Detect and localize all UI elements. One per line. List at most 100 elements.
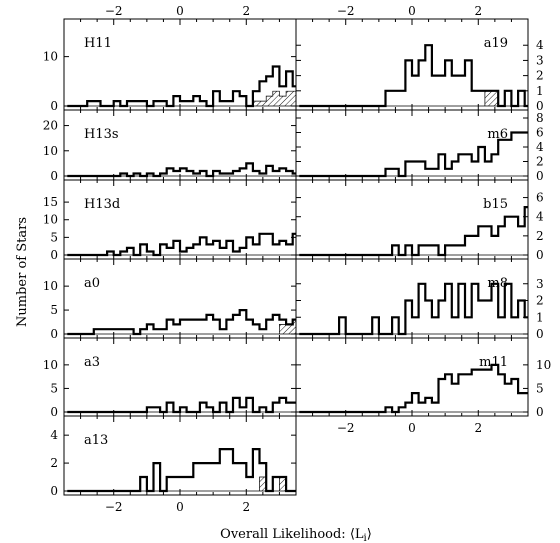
x-tick-label: 0 bbox=[408, 421, 416, 435]
y-tick-label: 0 bbox=[536, 405, 544, 419]
y-tick-label: 2 bbox=[536, 294, 544, 308]
histogram-outline bbox=[299, 206, 528, 257]
histogram-outline bbox=[299, 282, 528, 336]
y-tick-label: 5 bbox=[50, 303, 58, 317]
y-tick-label: 15 bbox=[43, 195, 58, 209]
y-tick-label: 4 bbox=[50, 428, 58, 442]
y-tick-label: 2 bbox=[536, 155, 544, 169]
panel-label: a13 bbox=[84, 433, 108, 448]
x-tick-label: 0 bbox=[176, 4, 184, 18]
y-tick-label: 0 bbox=[50, 99, 58, 113]
x-axis-label: Overall Likelihood: ⟨Li⟩ bbox=[220, 527, 372, 543]
histogram-outline bbox=[67, 232, 296, 257]
panel-label: a19 bbox=[484, 36, 508, 51]
y-tick-label: 4 bbox=[536, 210, 544, 224]
panel-h13d: 0 5 10 15 H13d bbox=[43, 179, 297, 262]
y-tick-label: 0 bbox=[50, 169, 58, 183]
y-tick-label: 0 bbox=[50, 405, 58, 419]
hatched-histogram bbox=[67, 175, 296, 177]
y-tick-label: 10 bbox=[43, 144, 58, 158]
y-tick-label: 0 bbox=[536, 248, 544, 262]
y-tick-label: 4 bbox=[536, 38, 544, 52]
hatched-histogram bbox=[67, 411, 296, 413]
y-tick-label: 4 bbox=[536, 140, 544, 154]
histogram-outline bbox=[67, 162, 296, 178]
x-tick-label: −2 bbox=[337, 4, 355, 18]
y-tick-label: 10 bbox=[43, 50, 58, 64]
y-tick-label: 6 bbox=[536, 126, 544, 140]
y-tick-label: 2 bbox=[50, 456, 58, 470]
panel-label: a3 bbox=[84, 355, 100, 370]
panel-label: H13d bbox=[84, 197, 120, 212]
hatched-histogram bbox=[67, 90, 296, 107]
x-tick-label: −2 bbox=[105, 500, 123, 514]
histogram-outline bbox=[299, 44, 528, 108]
y-axis-label: Number of Stars bbox=[15, 217, 30, 327]
y-tick-label: 10 bbox=[43, 213, 58, 227]
x-tick-label: 0 bbox=[408, 4, 416, 18]
y-tick-label: 20 bbox=[43, 119, 58, 133]
hatched-histogram bbox=[299, 90, 528, 107]
panel-label: H11 bbox=[84, 36, 112, 51]
hatched-histogram bbox=[67, 254, 296, 256]
histogram-outline bbox=[67, 65, 296, 108]
y-tick-label: 1 bbox=[536, 84, 544, 98]
y-tick-label: 6 bbox=[536, 191, 544, 205]
x-tick-label: 0 bbox=[176, 500, 184, 514]
panel-m11: 0 5 10 m11 −2 0 2 bbox=[295, 337, 551, 435]
panel-label: m11 bbox=[479, 355, 508, 370]
panel-m8: 0 1 2 3 m8 bbox=[295, 258, 544, 341]
x-tick-label: 2 bbox=[242, 500, 250, 514]
y-tick-label: 10 bbox=[536, 358, 551, 372]
panel-frame bbox=[295, 337, 529, 417]
panel-frame bbox=[295, 109, 529, 181]
y-tick-label: 10 bbox=[43, 358, 58, 372]
y-tick-label: 0 bbox=[536, 99, 544, 113]
panel-b15: 0 2 4 6 b15 bbox=[295, 179, 544, 262]
y-tick-label: 5 bbox=[50, 381, 58, 395]
histogram-outline bbox=[67, 448, 296, 493]
panel-h11: 0 10 H11 −2 0 2 bbox=[43, 4, 297, 113]
panel-a3: 0 5 10 a3 bbox=[43, 337, 297, 419]
y-tick-label: 5 bbox=[50, 230, 58, 244]
panel-label: H13s bbox=[84, 127, 119, 142]
panel-label: a0 bbox=[84, 276, 100, 291]
panel-label: b15 bbox=[483, 197, 508, 212]
x-tick-label: 2 bbox=[474, 421, 482, 435]
y-tick-label: 3 bbox=[536, 53, 544, 67]
x-tick-label: 2 bbox=[242, 4, 250, 18]
y-tick-label: 2 bbox=[536, 69, 544, 83]
y-tick-label: 0 bbox=[50, 248, 58, 262]
y-tick-label: 1 bbox=[536, 310, 544, 324]
histogram-outline bbox=[67, 309, 296, 336]
x-tick-label: 2 bbox=[474, 4, 482, 18]
panel-a0: 0 5 10 a0 bbox=[43, 258, 297, 341]
y-tick-label: 0 bbox=[50, 484, 58, 498]
y-tick-label: 3 bbox=[536, 277, 544, 291]
x-tick-label: −2 bbox=[337, 421, 355, 435]
x-tick-label: −2 bbox=[105, 4, 123, 18]
histogram-outline bbox=[67, 396, 296, 414]
y-tick-label: 2 bbox=[536, 229, 544, 243]
y-tick-label: 0 bbox=[536, 169, 544, 183]
y-tick-label: 8 bbox=[536, 111, 544, 125]
y-tick-label: 5 bbox=[536, 381, 544, 395]
panel-frame bbox=[63, 337, 297, 417]
panel-frame bbox=[63, 258, 297, 339]
y-tick-label: 0 bbox=[536, 327, 544, 341]
panel-a13: 0 2 4 a13 −2 0 2 bbox=[50, 415, 297, 514]
panel-frame bbox=[295, 258, 529, 339]
panel-label: m6 bbox=[487, 127, 508, 142]
panel-h13s: 0 10 20 H13s bbox=[43, 109, 297, 183]
hatched-histogram bbox=[67, 319, 296, 335]
histogram-outline bbox=[299, 131, 528, 178]
y-tick-label: 10 bbox=[43, 279, 58, 293]
y-tick-label: 0 bbox=[50, 327, 58, 341]
hatched-histogram bbox=[67, 476, 296, 492]
histogram-outline bbox=[299, 363, 528, 414]
panel-label: m8 bbox=[487, 276, 508, 291]
